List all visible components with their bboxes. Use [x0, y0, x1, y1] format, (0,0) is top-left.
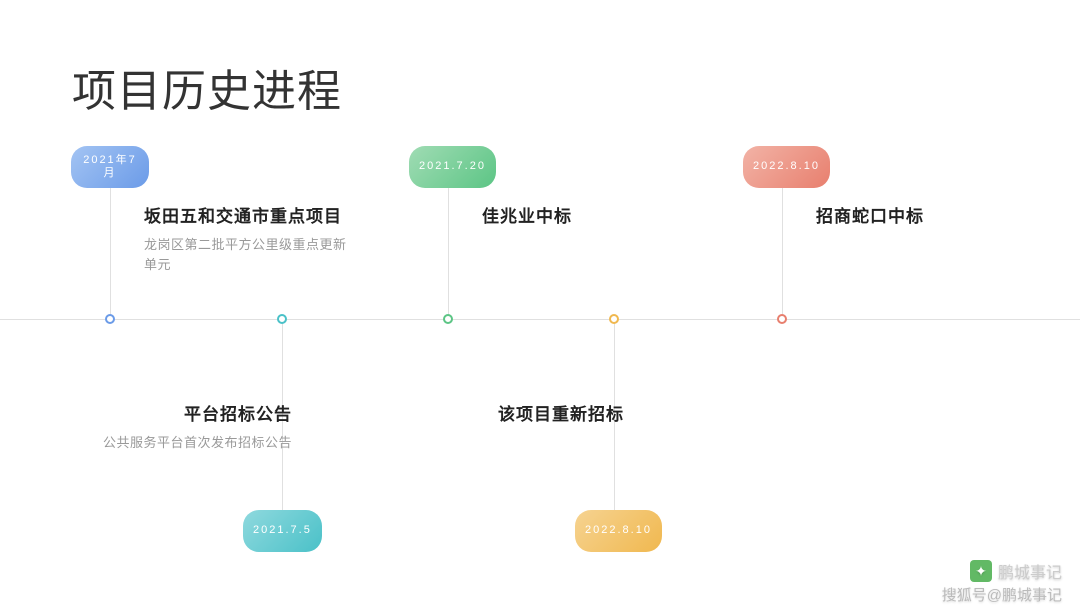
event-description: 公共服务平台首次发布招标公告 — [82, 433, 292, 453]
timeline-dot — [609, 314, 619, 324]
event-heading: 坂田五和交通市重点项目 — [144, 202, 354, 227]
timeline-dot — [777, 314, 787, 324]
timeline-dot — [105, 314, 115, 324]
watermark-sohu: 搜狐号@鹏城事记 — [942, 584, 1062, 605]
event-heading: 佳兆业中标 — [482, 202, 692, 227]
timeline-date-pill: 2021年7 月 — [71, 146, 149, 188]
watermark-text-1: 鹏城事记 — [998, 559, 1062, 583]
timeline-date-pill: 2021.7.20 — [409, 146, 496, 188]
event-heading: 招商蛇口中标 — [816, 202, 1026, 227]
page-title: 项目历史进程 — [72, 55, 342, 119]
timeline-dot — [277, 314, 287, 324]
timeline-event: 佳兆业中标 — [482, 202, 692, 227]
timeline-date-pill: 2021.7.5 — [243, 510, 322, 552]
timeline-stem — [110, 186, 111, 319]
watermark-wechat: ✦ 鹏城事记 — [970, 559, 1062, 583]
event-description: 龙岗区第二批平方公里级重点更新单元 — [144, 235, 354, 274]
event-heading: 平台招标公告 — [82, 400, 292, 425]
timeline-stem — [448, 186, 449, 319]
timeline-stem — [782, 186, 783, 319]
timeline-axis — [0, 319, 1080, 320]
timeline-event: 该项目重新招标 — [414, 400, 624, 425]
timeline-dot — [443, 314, 453, 324]
event-heading: 该项目重新招标 — [414, 400, 624, 425]
timeline-event: 坂田五和交通市重点项目龙岗区第二批平方公里级重点更新单元 — [144, 202, 354, 274]
timeline-date-pill: 2022.8.10 — [575, 510, 662, 552]
wechat-icon: ✦ — [970, 560, 992, 582]
timeline-event: 招商蛇口中标 — [816, 202, 1026, 227]
timeline-date-pill: 2022.8.10 — [743, 146, 830, 188]
timeline-event: 平台招标公告公共服务平台首次发布招标公告 — [82, 400, 292, 453]
